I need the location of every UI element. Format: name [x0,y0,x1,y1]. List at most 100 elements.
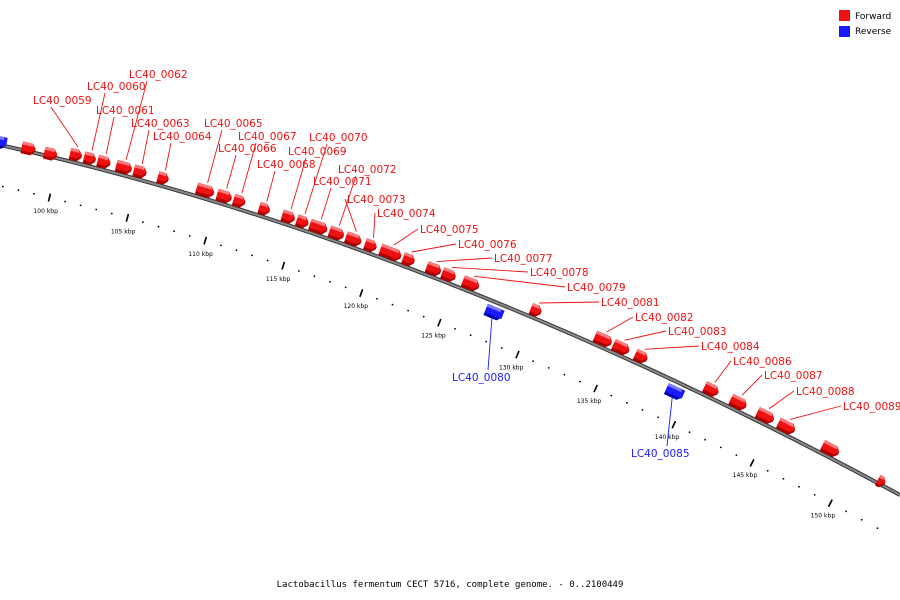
gene-label-lc40_0085[interactable]: LC40_0085 [631,448,690,460]
major-tick [749,458,755,467]
major-tick [515,350,520,359]
minor-tick [235,249,238,252]
gene-feature-lc40_0081[interactable] [528,303,544,318]
tick-label: 145 kbp [733,472,758,479]
gene-label-lc40_0074[interactable]: LC40_0074 [377,208,436,220]
gene-feature-lc40_0073[interactable] [343,231,363,248]
gene-label-lc40_0060[interactable]: LC40_0060 [87,81,146,93]
feature-top [134,164,145,171]
gene-feature-lc40_0071[interactable] [307,218,329,236]
minor-tick [719,446,722,449]
gene-label-lc40_0064[interactable]: LC40_0064 [153,131,212,143]
gene-label-lc40_0071[interactable]: LC40_0071 [313,176,372,188]
minor-tick [610,394,613,397]
leader-line [487,317,493,371]
gene-feature-lc40_0066[interactable] [215,188,233,205]
gene-feature-lc40_0086[interactable] [701,381,721,398]
gene-feature-lc40_0076[interactable] [400,252,416,267]
leader-line [338,175,357,226]
gene-label-lc40_0082[interactable]: LC40_0082 [635,312,694,324]
legend-forward-swatch [839,10,850,21]
gene-label-lc40_0076[interactable]: LC40_0076 [458,239,517,251]
gene-feature-lc40_0063[interactable] [132,164,148,180]
leader-line [320,187,332,220]
leader-line [644,345,700,350]
gene-label-lc40_0068[interactable]: LC40_0068 [257,159,316,171]
gene-feature-lc40_0072[interactable] [327,225,345,242]
gene-label-lc40_0086[interactable]: LC40_0086 [733,356,792,368]
gene-feature-lc40_0065[interactable] [194,182,216,200]
gene-label-lc40_0061[interactable]: LC40_0061 [96,105,155,117]
leader-line [266,170,276,202]
gene-label-lc40_0087[interactable]: LC40_0087 [764,370,823,382]
gene-feature-lc40_0062[interactable] [114,159,134,176]
minor-tick [735,454,738,456]
gene-feature-unlabeled[interactable] [775,417,797,437]
gene-label-lc40_0065[interactable]: LC40_0065 [204,118,263,130]
gene-label-lc40_0066[interactable]: LC40_0066 [218,143,277,155]
minor-tick [33,192,35,195]
feature-body [665,383,686,399]
gene-feature-lc40_0088[interactable] [754,407,776,426]
gene-feature-lc40_0074[interactable] [362,238,378,253]
minor-tick [860,518,863,521]
leader-line [393,228,419,246]
gene-label-lc40_0062[interactable]: LC40_0062 [129,69,188,81]
gene-label-lc40_0078[interactable]: LC40_0078 [530,267,589,279]
gene-label-lc40_0070[interactable]: LC40_0070 [309,132,368,144]
feature-top [197,182,212,190]
gene-feature-lc40_0075[interactable] [378,243,403,263]
gene-label-lc40_0077[interactable]: LC40_0077 [494,253,553,265]
gene-label-lc40_0075[interactable]: LC40_0075 [420,224,479,236]
feature-top [823,440,838,450]
gene-label-lc40_0084[interactable]: LC40_0084 [701,341,760,353]
feature-top [732,393,746,403]
gene-feature-lc40_0082[interactable] [592,330,613,349]
gene-feature-lc40_0059[interactable] [68,147,84,163]
gene-label-lc40_0083[interactable]: LC40_0083 [668,326,727,338]
leader-line [125,80,148,160]
gene-label-lc40_0072[interactable]: LC40_0072 [338,164,397,176]
gene-label-lc40_0063[interactable]: LC40_0063 [131,118,190,130]
gene-label-lc40_0069[interactable]: LC40_0069 [288,146,347,158]
gene-label-lc40_0067[interactable]: LC40_0067 [238,131,297,143]
gene-feature-lc40_0069[interactable] [280,209,296,225]
gene-feature-lc40_0067[interactable] [231,193,247,209]
gene-feature-lc40_0084[interactable] [632,348,650,365]
gene-feature-unlabeled[interactable] [874,474,888,489]
gene-feature-unlabeled[interactable] [0,136,8,149]
gene-feature-lc40_0064[interactable] [156,171,170,186]
gene-feature-lc40_0089[interactable] [819,440,842,459]
minor-tick [391,303,394,306]
gene-label-lc40_0073[interactable]: LC40_0073 [347,194,406,206]
gene-feature-lc40_0078[interactable] [440,267,457,283]
leader-line [436,257,493,263]
leader-line [141,129,150,164]
gene-label-lc40_0079[interactable]: LC40_0079 [567,282,626,294]
minor-tick [407,309,409,312]
legend-forward-label: Forward [855,12,891,22]
gene-feature-lc40_0087[interactable] [728,393,749,412]
gene-label-lc40_0081[interactable]: LC40_0081 [601,297,660,309]
gene-feature-lc40_0070[interactable] [294,214,310,229]
minor-tick [173,230,176,233]
gene-feature-lc40_0068[interactable] [257,202,271,217]
gene-label-lc40_0089[interactable]: LC40_0089 [843,401,900,413]
leader-line [344,198,357,232]
gene-feature-lc40_0080[interactable] [483,303,505,322]
gene-feature-unlabeled[interactable] [20,141,36,156]
feature-top [614,339,628,348]
gene-label-lc40_0059[interactable]: LC40_0059 [33,95,92,107]
minor-tick [579,380,581,383]
gene-label-lc40_0080[interactable]: LC40_0080 [452,372,511,384]
gene-label-lc40_0088[interactable]: LC40_0088 [796,386,855,398]
gene-feature-lc40_0083[interactable] [610,339,631,357]
gene-feature-lc40_0079[interactable] [460,275,481,292]
minor-tick [344,286,347,289]
gene-feature-unlabeled[interactable] [42,146,58,162]
gene-feature-lc40_0061[interactable] [96,154,112,170]
gene-feature-lc40_0085[interactable] [663,383,686,402]
gene-feature-lc40_0060[interactable] [82,151,98,166]
leader-line [50,106,79,148]
gene-feature-lc40_0077[interactable] [424,261,443,278]
